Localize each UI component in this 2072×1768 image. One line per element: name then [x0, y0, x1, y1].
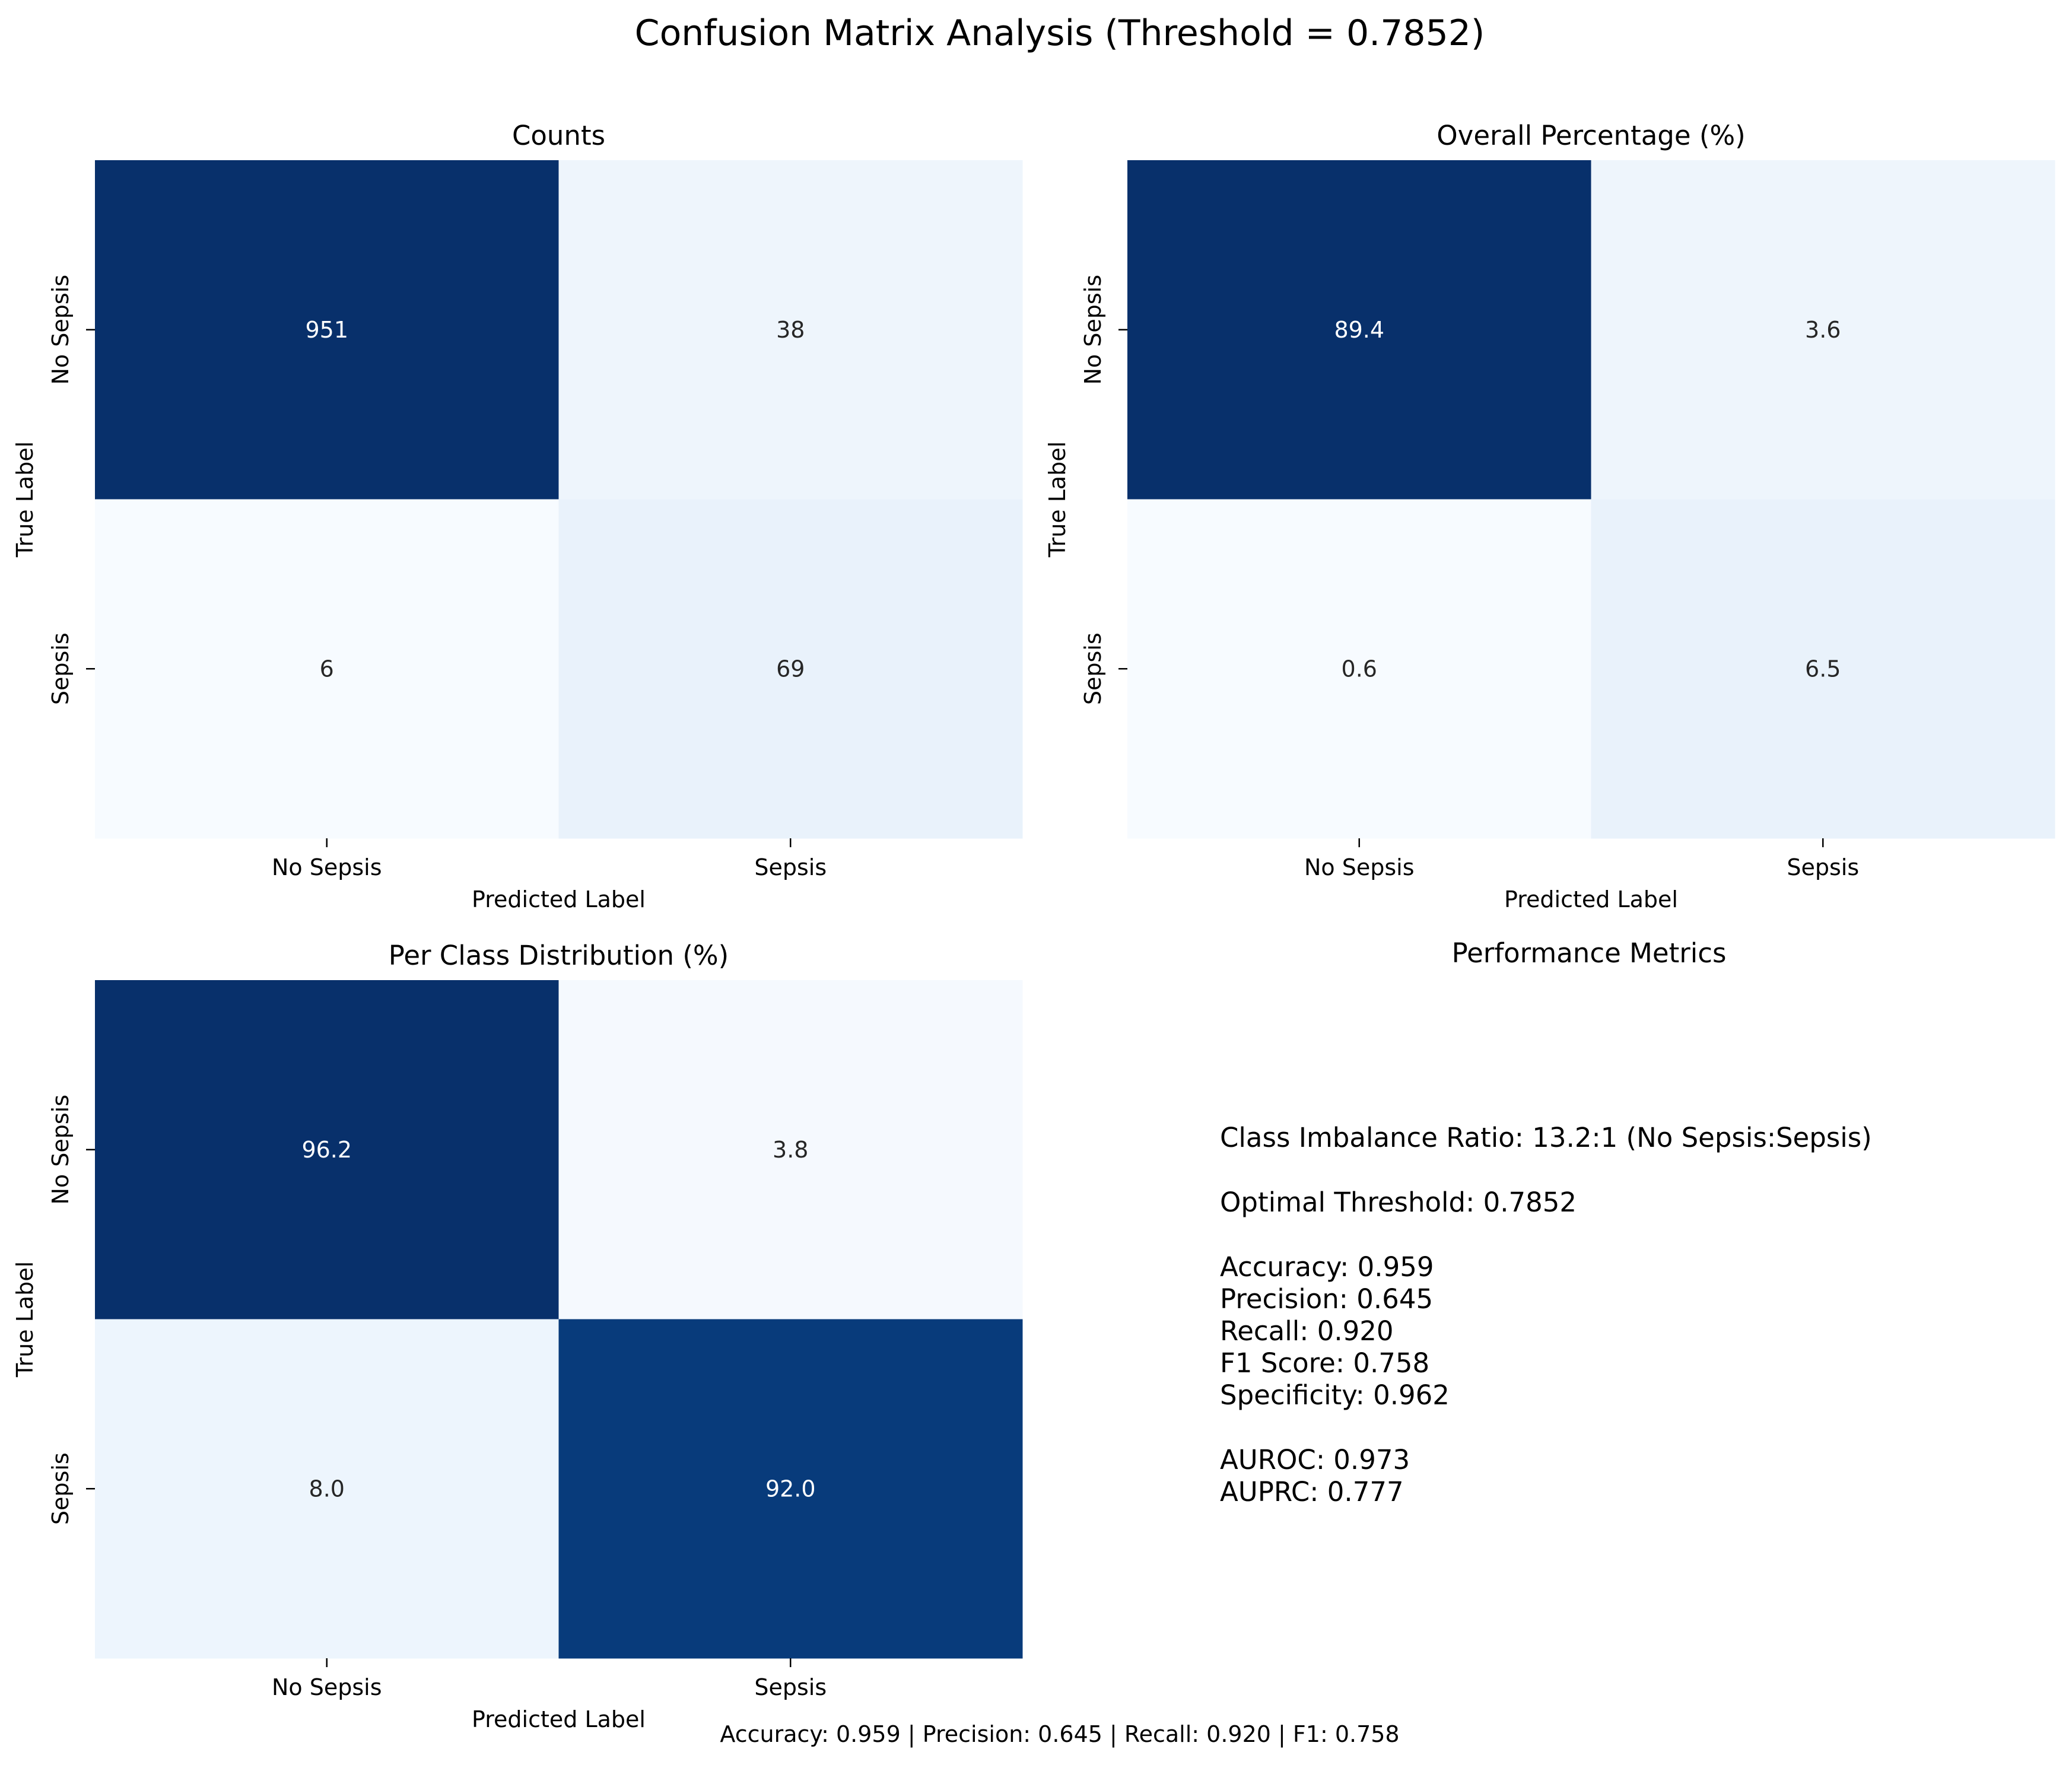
heatmap-panel-3: 96.2 3.8 8.0 92.0 Per Class Distribution (%)… [12, 940, 1023, 1732]
x-tick-label: No Sepsis [272, 1674, 382, 1700]
heatmap-panel-1: 951 38 6 69 Counts No Sepsis Sepsis No Sepsis Se… [12, 120, 1023, 912]
metric-recall: Recall: 0.920 [1220, 1315, 1394, 1347]
x-axis-label: Predicted Label [1504, 886, 1678, 912]
heatmap-cell [1127, 499, 1591, 839]
heatmap-cell [95, 499, 559, 839]
metric-accuracy: Accuracy: 0.959 [1220, 1251, 1434, 1283]
heatmaps: 951 38 6 69 Counts No Sepsis Sepsis No Sepsis Se… [12, 120, 2055, 1732]
cell-value-label: 3.8 [773, 1137, 808, 1163]
y-tick-label: Sepsis [47, 632, 74, 705]
heatmap-cell [1591, 499, 2055, 839]
cell-value-label: 96.2 [301, 1137, 352, 1163]
x-tick-label: Sepsis [754, 854, 827, 880]
y-axis-label: True Label [1044, 441, 1070, 558]
y-tick-label: No Sepsis [1080, 275, 1106, 385]
y-axis-label: True Label [12, 1261, 38, 1378]
cell-value-label: 92.0 [765, 1476, 816, 1502]
x-tick-label: Sepsis [754, 1674, 827, 1700]
cell-value-label: 69 [776, 656, 805, 682]
heatmap-title: Counts [512, 120, 605, 151]
x-tick-label: Sepsis [1787, 854, 1859, 880]
heatmap-title: Per Class Distribution (%) [389, 940, 729, 971]
metric-auroc: AUROC: 0.973 [1220, 1444, 1410, 1476]
heatmap-cell [1591, 160, 2055, 500]
cell-value-label: 6.5 [1805, 656, 1841, 682]
metric-specificity: Specificity: 0.962 [1220, 1379, 1450, 1411]
y-tick-label: No Sepsis [47, 275, 74, 385]
cell-value-label: 3.6 [1805, 317, 1841, 343]
y-axis-label: True Label [12, 441, 38, 558]
cell-value-label: 38 [776, 317, 805, 343]
figure-title: Confusion Matrix Analysis (Threshold = 0… [635, 12, 1485, 54]
heatmap-title: Overall Percentage (%) [1437, 120, 1745, 151]
heatmap-panel-2: 89.4 3.6 0.6 6.5 Overall Percentage (%) No Se… [1044, 120, 2055, 912]
y-tick-label: Sepsis [1080, 632, 1106, 705]
y-tick-label: No Sepsis [47, 1095, 74, 1205]
y-tick-label: Sepsis [47, 1452, 74, 1525]
heatmap-cell [95, 1319, 559, 1659]
metric-precision: Precision: 0.645 [1220, 1283, 1433, 1315]
metric-optimal-threshold: Optimal Threshold: 0.7852 [1220, 1187, 1577, 1218]
metrics-panel: Performance Metrics Class Imbalance Rati… [1220, 937, 1872, 1508]
x-axis-label: Predicted Label [472, 886, 646, 912]
heatmap-cell [558, 160, 1023, 500]
metric-f1-score: F1 Score: 0.758 [1220, 1347, 1429, 1379]
heatmap-cell [1127, 160, 1591, 500]
figure-footer: Accuracy: 0.959 | Precision: 0.645 | Rec… [720, 1721, 1399, 1748]
metric-imbalance-ratio: Class Imbalance Ratio: 13.2:1 (No Sepsis… [1220, 1122, 1872, 1153]
heatmap-cell [558, 1319, 1023, 1659]
cell-value-label: 951 [305, 317, 348, 343]
cell-value-label: 6 [320, 656, 334, 682]
heatmap-cell [95, 160, 559, 500]
metrics-panel-title: Performance Metrics [1452, 937, 1727, 969]
heatmap-cell [558, 499, 1023, 839]
cell-value-label: 89.4 [1334, 317, 1384, 343]
x-tick-label: No Sepsis [272, 854, 382, 880]
heatmap-cell [95, 980, 559, 1319]
cell-value-label: 0.6 [1342, 656, 1377, 682]
cell-value-label: 8.0 [309, 1476, 345, 1502]
x-axis-label: Predicted Label [472, 1706, 646, 1732]
metric-auprc: AUPRC: 0.777 [1220, 1476, 1404, 1508]
heatmap-cell [558, 980, 1023, 1319]
x-tick-label: No Sepsis [1304, 854, 1415, 880]
